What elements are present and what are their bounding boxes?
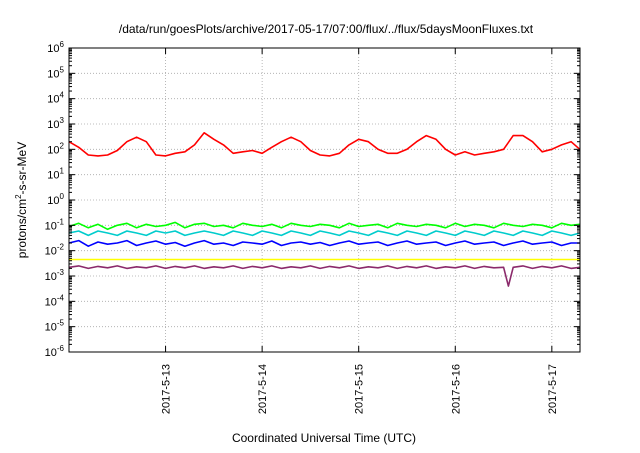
y-tick-exponent: 0: [60, 192, 65, 201]
y-tick-base: 10: [47, 170, 59, 182]
y-axis-label: protons/cm2-s-sr-MeV: [14, 142, 29, 258]
y-tick-labels: 10-610-510-410-310-210-11001011021031041…: [45, 40, 65, 359]
y-tick-label: 101: [47, 167, 64, 182]
y-tick-exponent: 5: [60, 65, 65, 74]
y-tick-label: 10-4: [45, 293, 65, 308]
y-tick-base: 10: [45, 322, 57, 334]
y-tick-label: 102: [47, 141, 64, 156]
y-tick-base: 10: [47, 119, 59, 131]
y-tick-label: 104: [47, 91, 64, 106]
y-tick-exponent: -1: [57, 217, 65, 226]
chart-title: /data/run/goesPlots/archive/2017-05-17/0…: [119, 22, 534, 36]
y-tick-base: 10: [45, 220, 57, 232]
y-tick-exponent: 3: [60, 116, 65, 125]
x-axis-label: Coordinated Universal Time (UTC): [232, 431, 416, 445]
y-tick-base: 10: [45, 246, 57, 258]
x-tick-label: 2017-5-13: [161, 364, 173, 414]
y-tick-exponent: -6: [57, 344, 65, 353]
y-tick-base: 10: [47, 43, 59, 55]
y-tick-base: 10: [47, 94, 59, 106]
series-line-2: [68, 221, 580, 231]
y-tick-base: 10: [47, 195, 59, 207]
y-tick-label: 103: [47, 116, 64, 131]
y-axis-label-sup: 2: [14, 194, 23, 199]
y-tick-base: 10: [45, 296, 57, 308]
series-layer: [68, 132, 581, 287]
tick-layer: [69, 47, 580, 353]
y-tick-label: 10-6: [45, 344, 65, 359]
y-axis-label-suffix: -s-sr-MeV: [15, 142, 29, 195]
y-tick-base: 10: [47, 68, 59, 80]
y-tick-exponent: -2: [57, 243, 65, 252]
y-tick-label: 10-5: [45, 319, 65, 334]
y-tick-exponent: -5: [57, 319, 65, 328]
y-axis-label-prefix: protons/cm: [15, 199, 29, 258]
y-tick-exponent: 6: [60, 40, 65, 49]
y-tick-exponent: -3: [57, 268, 65, 277]
x-tick-label: 2017-5-15: [354, 364, 366, 414]
x-tick-label: 2017-5-17: [547, 364, 559, 414]
series-line-6: [68, 265, 580, 287]
series-line-4: [68, 239, 580, 247]
y-tick-exponent: 2: [60, 141, 65, 150]
y-tick-base: 10: [45, 271, 57, 283]
y-tick-exponent: 1: [60, 167, 65, 176]
y-tick-base: 10: [45, 347, 57, 359]
y-tick-exponent: 4: [60, 91, 65, 100]
y-tick-label: 100: [47, 192, 64, 207]
x-tick-label: 2017-5-16: [450, 364, 462, 414]
series-line-3: [68, 230, 581, 237]
y-tick-base: 10: [47, 144, 59, 156]
y-tick-exponent: -4: [57, 293, 65, 302]
y-tick-label: 10-1: [45, 217, 65, 232]
x-tick-labels: 2017-5-13 2017-5-14 2017-5-15 2017-5-16 2017…: [161, 364, 559, 414]
y-tick-label: 10-2: [45, 243, 65, 258]
series-line-1: [68, 132, 581, 157]
y-tick-label: 10-3: [45, 268, 65, 283]
y-tick-label: 105: [47, 65, 64, 80]
y-tick-label: 106: [47, 40, 64, 55]
x-tick-label: 2017-5-14: [257, 364, 269, 414]
